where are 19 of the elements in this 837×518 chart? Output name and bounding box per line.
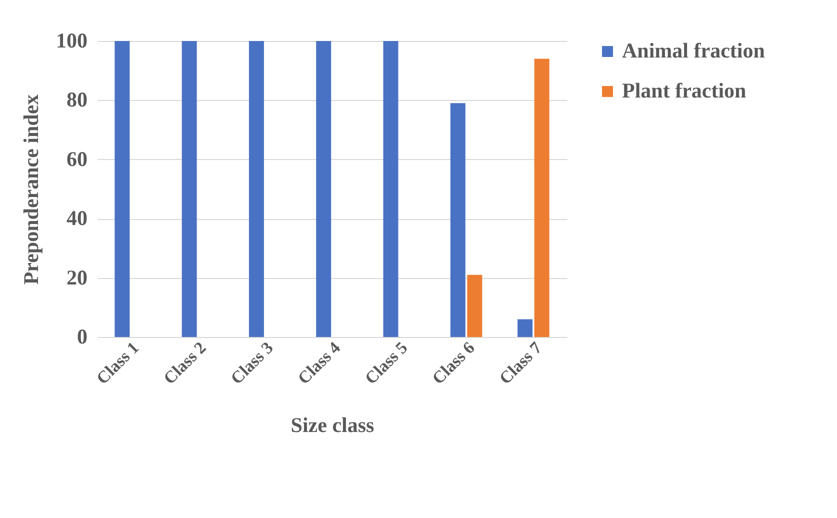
bar <box>383 41 398 337</box>
y-tick-label: 20 <box>66 265 88 290</box>
x-axis-title: Size class <box>290 413 374 438</box>
y-tick-label: 80 <box>66 88 88 112</box>
y-tick-label: 100 <box>56 28 88 52</box>
y-axis-title: Preponderance index <box>19 94 43 285</box>
y-tick-label: 60 <box>66 146 88 171</box>
bar <box>467 274 482 337</box>
bar <box>248 41 264 337</box>
bar <box>534 58 550 337</box>
y-tick-label: 40 <box>66 206 88 230</box>
bar <box>518 319 533 337</box>
bar <box>450 103 466 337</box>
y-tick-label: 0 <box>77 324 88 348</box>
bar <box>316 41 332 337</box>
bar <box>114 41 130 337</box>
legend-label: Animal fraction <box>622 38 766 62</box>
legend-label: Plant fraction <box>622 78 747 102</box>
bar <box>182 41 197 337</box>
